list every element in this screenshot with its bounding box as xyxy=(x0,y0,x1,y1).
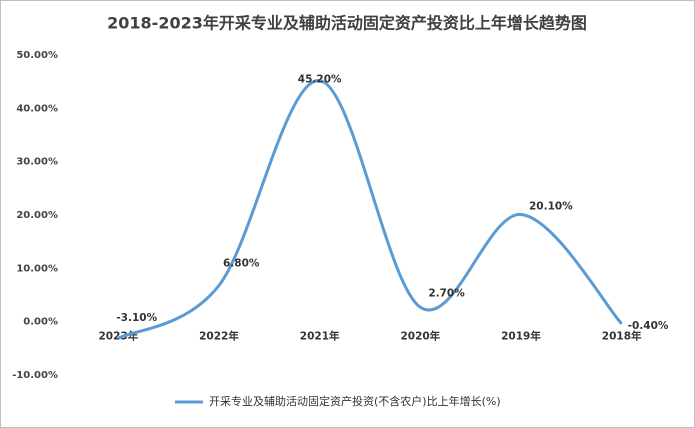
y-tick-label: -10.00% xyxy=(12,370,58,381)
data-label: 6.80% xyxy=(223,257,260,269)
chart-title: 2018-2023年开采专业及辅助活动固定资产投资比上年增长趋势图 xyxy=(107,14,587,33)
data-label: 20.10% xyxy=(529,200,573,212)
x-tick-label: 2023年 xyxy=(98,330,138,343)
y-tick-label: 30.00% xyxy=(16,157,58,168)
data-label: 2.70% xyxy=(428,287,465,299)
y-tick-label: 10.00% xyxy=(16,263,58,274)
x-tick-label: 2019年 xyxy=(501,330,541,343)
data-label: -0.40% xyxy=(628,320,669,332)
x-tick-label: 2021年 xyxy=(300,330,340,343)
y-tick-label: 40.00% xyxy=(16,103,58,114)
legend-label: 开采专业及辅助活动固定资产投资(不含农户)比上年增长(%) xyxy=(209,394,501,408)
x-tick-label: 2020年 xyxy=(400,330,440,343)
x-tick-label: 2018年 xyxy=(602,330,642,343)
line xyxy=(117,79,623,340)
y-tick-label: 0.00% xyxy=(23,317,58,328)
data-label: -3.10% xyxy=(116,312,157,324)
y-tick-label: 50.00% xyxy=(16,50,58,61)
data-label: 45.20% xyxy=(298,74,342,86)
x-tick-label: 2022年 xyxy=(199,330,239,343)
y-tick-label: 20.00% xyxy=(16,210,58,221)
